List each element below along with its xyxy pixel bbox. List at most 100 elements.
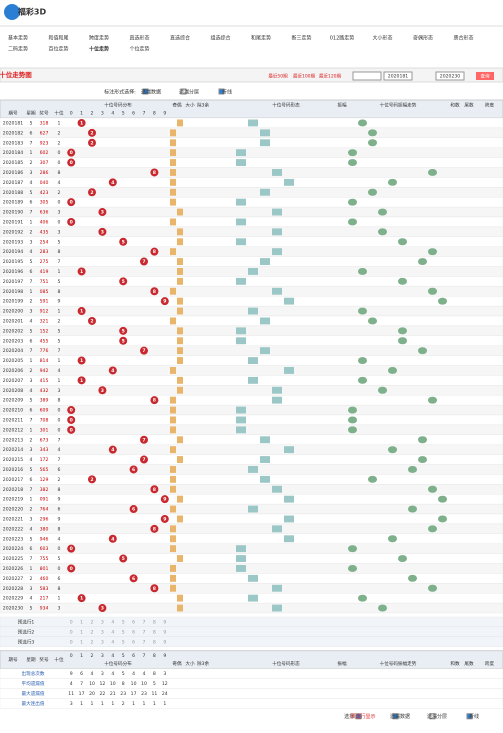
preset-label[interactable]: 预选行3 <box>18 638 35 645</box>
nav-link[interactable]: 奇偶形态 <box>413 35 433 42</box>
shape-cell <box>177 119 183 127</box>
search-button[interactable]: 查询 <box>481 73 490 80</box>
cell: 1 <box>30 289 33 295</box>
preset-digit[interactable]: 2 <box>91 629 94 635</box>
amp-cell <box>358 307 367 315</box>
nav-link[interactable]: 和值和尾 <box>48 35 68 42</box>
hit-digit: 5 <box>122 279 125 285</box>
preset-label[interactable]: 预选行2 <box>18 628 35 635</box>
preset-digit[interactable]: 3 <box>101 639 104 645</box>
shape-cell <box>177 238 183 246</box>
preset-digit[interactable]: 4 <box>111 639 114 645</box>
hit-ball <box>119 277 128 286</box>
shape-cell <box>177 495 183 503</box>
nav-link[interactable]: 百位走势 <box>48 46 68 53</box>
checkbox <box>142 88 149 95</box>
cell: 4 <box>30 180 33 186</box>
stat-value: 17 <box>131 691 137 697</box>
nav-link[interactable]: 组选综合 <box>210 35 230 42</box>
preset-digit[interactable]: 3 <box>101 619 104 625</box>
nav-link[interactable]: 直选综合 <box>170 35 190 42</box>
cell: 708 <box>40 417 49 423</box>
preset-digit[interactable]: 9 <box>163 639 166 645</box>
to-input[interactable]: 2020230 <box>440 74 461 80</box>
preset-digit[interactable]: 6 <box>132 629 135 635</box>
quick-filter[interactable]: 最近100期 <box>293 73 316 80</box>
footer-option[interactable]: 遗漏数据 <box>390 713 410 720</box>
stat-row <box>0 698 503 709</box>
cell: 2020186 <box>3 170 24 176</box>
cell: 6 <box>58 576 61 582</box>
from-input[interactable]: 2020181 <box>388 74 409 80</box>
group-head: 和数 <box>450 102 460 109</box>
footer-option[interactable]: 遗漏分层 <box>427 713 447 720</box>
cell: 602 <box>40 150 49 156</box>
nav-link[interactable]: 012路走势 <box>330 35 355 42</box>
hit-ball <box>77 356 86 365</box>
preset-digit[interactable]: 0 <box>70 629 73 635</box>
cell: 8 <box>58 487 61 493</box>
stat-value: 4 <box>132 671 135 677</box>
amp-cell <box>378 604 387 612</box>
preset-digit[interactable]: 4 <box>111 629 114 635</box>
preset-digit[interactable]: 4 <box>111 619 114 625</box>
quick-filter[interactable]: 最近120期 <box>319 73 342 80</box>
preset-digit[interactable]: 8 <box>153 639 156 645</box>
nav-link[interactable]: 大小形态 <box>372 35 392 42</box>
stat-value: 1 <box>101 701 104 707</box>
form-cell <box>236 565 246 572</box>
option[interactable]: 遗漏数据 <box>141 89 161 96</box>
preset-digit[interactable]: 8 <box>153 619 156 625</box>
cell: 2 <box>30 160 33 166</box>
nav-link[interactable]: 个位走势 <box>129 46 149 53</box>
preset-digit[interactable]: 6 <box>132 639 135 645</box>
footer-option[interactable]: 折线 <box>469 713 479 720</box>
option[interactable]: 遗漏分层 <box>179 89 199 96</box>
preset-digit[interactable]: 9 <box>163 619 166 625</box>
preset-label[interactable]: 预选行1 <box>18 618 35 625</box>
preset-digit[interactable]: 2 <box>91 619 94 625</box>
preset-digit[interactable]: 0 <box>70 619 73 625</box>
preset-digit[interactable]: 7 <box>143 619 146 625</box>
preset-digit[interactable]: 7 <box>143 639 146 645</box>
hit-ball <box>119 326 128 335</box>
preset-digit[interactable]: 0 <box>70 639 73 645</box>
option[interactable]: 折线 <box>222 89 232 96</box>
preset-digit[interactable]: 2 <box>91 639 94 645</box>
hit-digit: 8 <box>153 526 156 532</box>
quick-filter[interactable]: 最近50期 <box>268 73 288 80</box>
cell: 0 <box>58 200 61 206</box>
preset-digit[interactable]: 5 <box>122 629 125 635</box>
amp-cell <box>428 287 437 295</box>
cell: 6 <box>58 507 61 513</box>
cell: 1 <box>58 378 61 384</box>
preset-digit[interactable]: 1 <box>80 619 83 625</box>
row-bg <box>0 434 503 445</box>
nav-link[interactable]: 基本走势 <box>8 35 28 42</box>
shape-cell <box>177 436 183 444</box>
preset-digit[interactable]: 1 <box>80 629 83 635</box>
hit-digit: 5 <box>122 338 125 344</box>
nav-link[interactable]: 二码走势 <box>8 46 28 53</box>
nav-link[interactable]: 质合形态 <box>453 35 473 42</box>
preset-digit[interactable]: 7 <box>143 629 146 635</box>
preset-digit[interactable]: 1 <box>80 639 83 645</box>
amp-cell <box>348 416 357 424</box>
amp-cell <box>348 545 357 553</box>
nav-link[interactable]: 和尾走势 <box>251 35 271 42</box>
footer-option[interactable]: 预选行显示 <box>350 713 375 720</box>
preset-digit[interactable]: 6 <box>132 619 135 625</box>
preset-digit[interactable]: 3 <box>101 629 104 635</box>
preset-digit[interactable]: 5 <box>122 619 125 625</box>
cell: 5 <box>30 467 33 473</box>
preset-digit[interactable]: 5 <box>122 639 125 645</box>
nav-link[interactable]: 直选形态 <box>129 35 149 42</box>
nav-link[interactable]: 十位走势 <box>89 46 109 53</box>
cell: 2 <box>58 140 61 146</box>
preset-digit[interactable]: 8 <box>153 629 156 635</box>
preset-digit[interactable]: 9 <box>163 629 166 635</box>
amp-cell <box>418 456 427 463</box>
nav-link[interactable]: 跨度走势 <box>89 35 109 42</box>
hit-digit: 9 <box>163 299 166 305</box>
nav-link[interactable]: 断三走势 <box>291 35 311 42</box>
